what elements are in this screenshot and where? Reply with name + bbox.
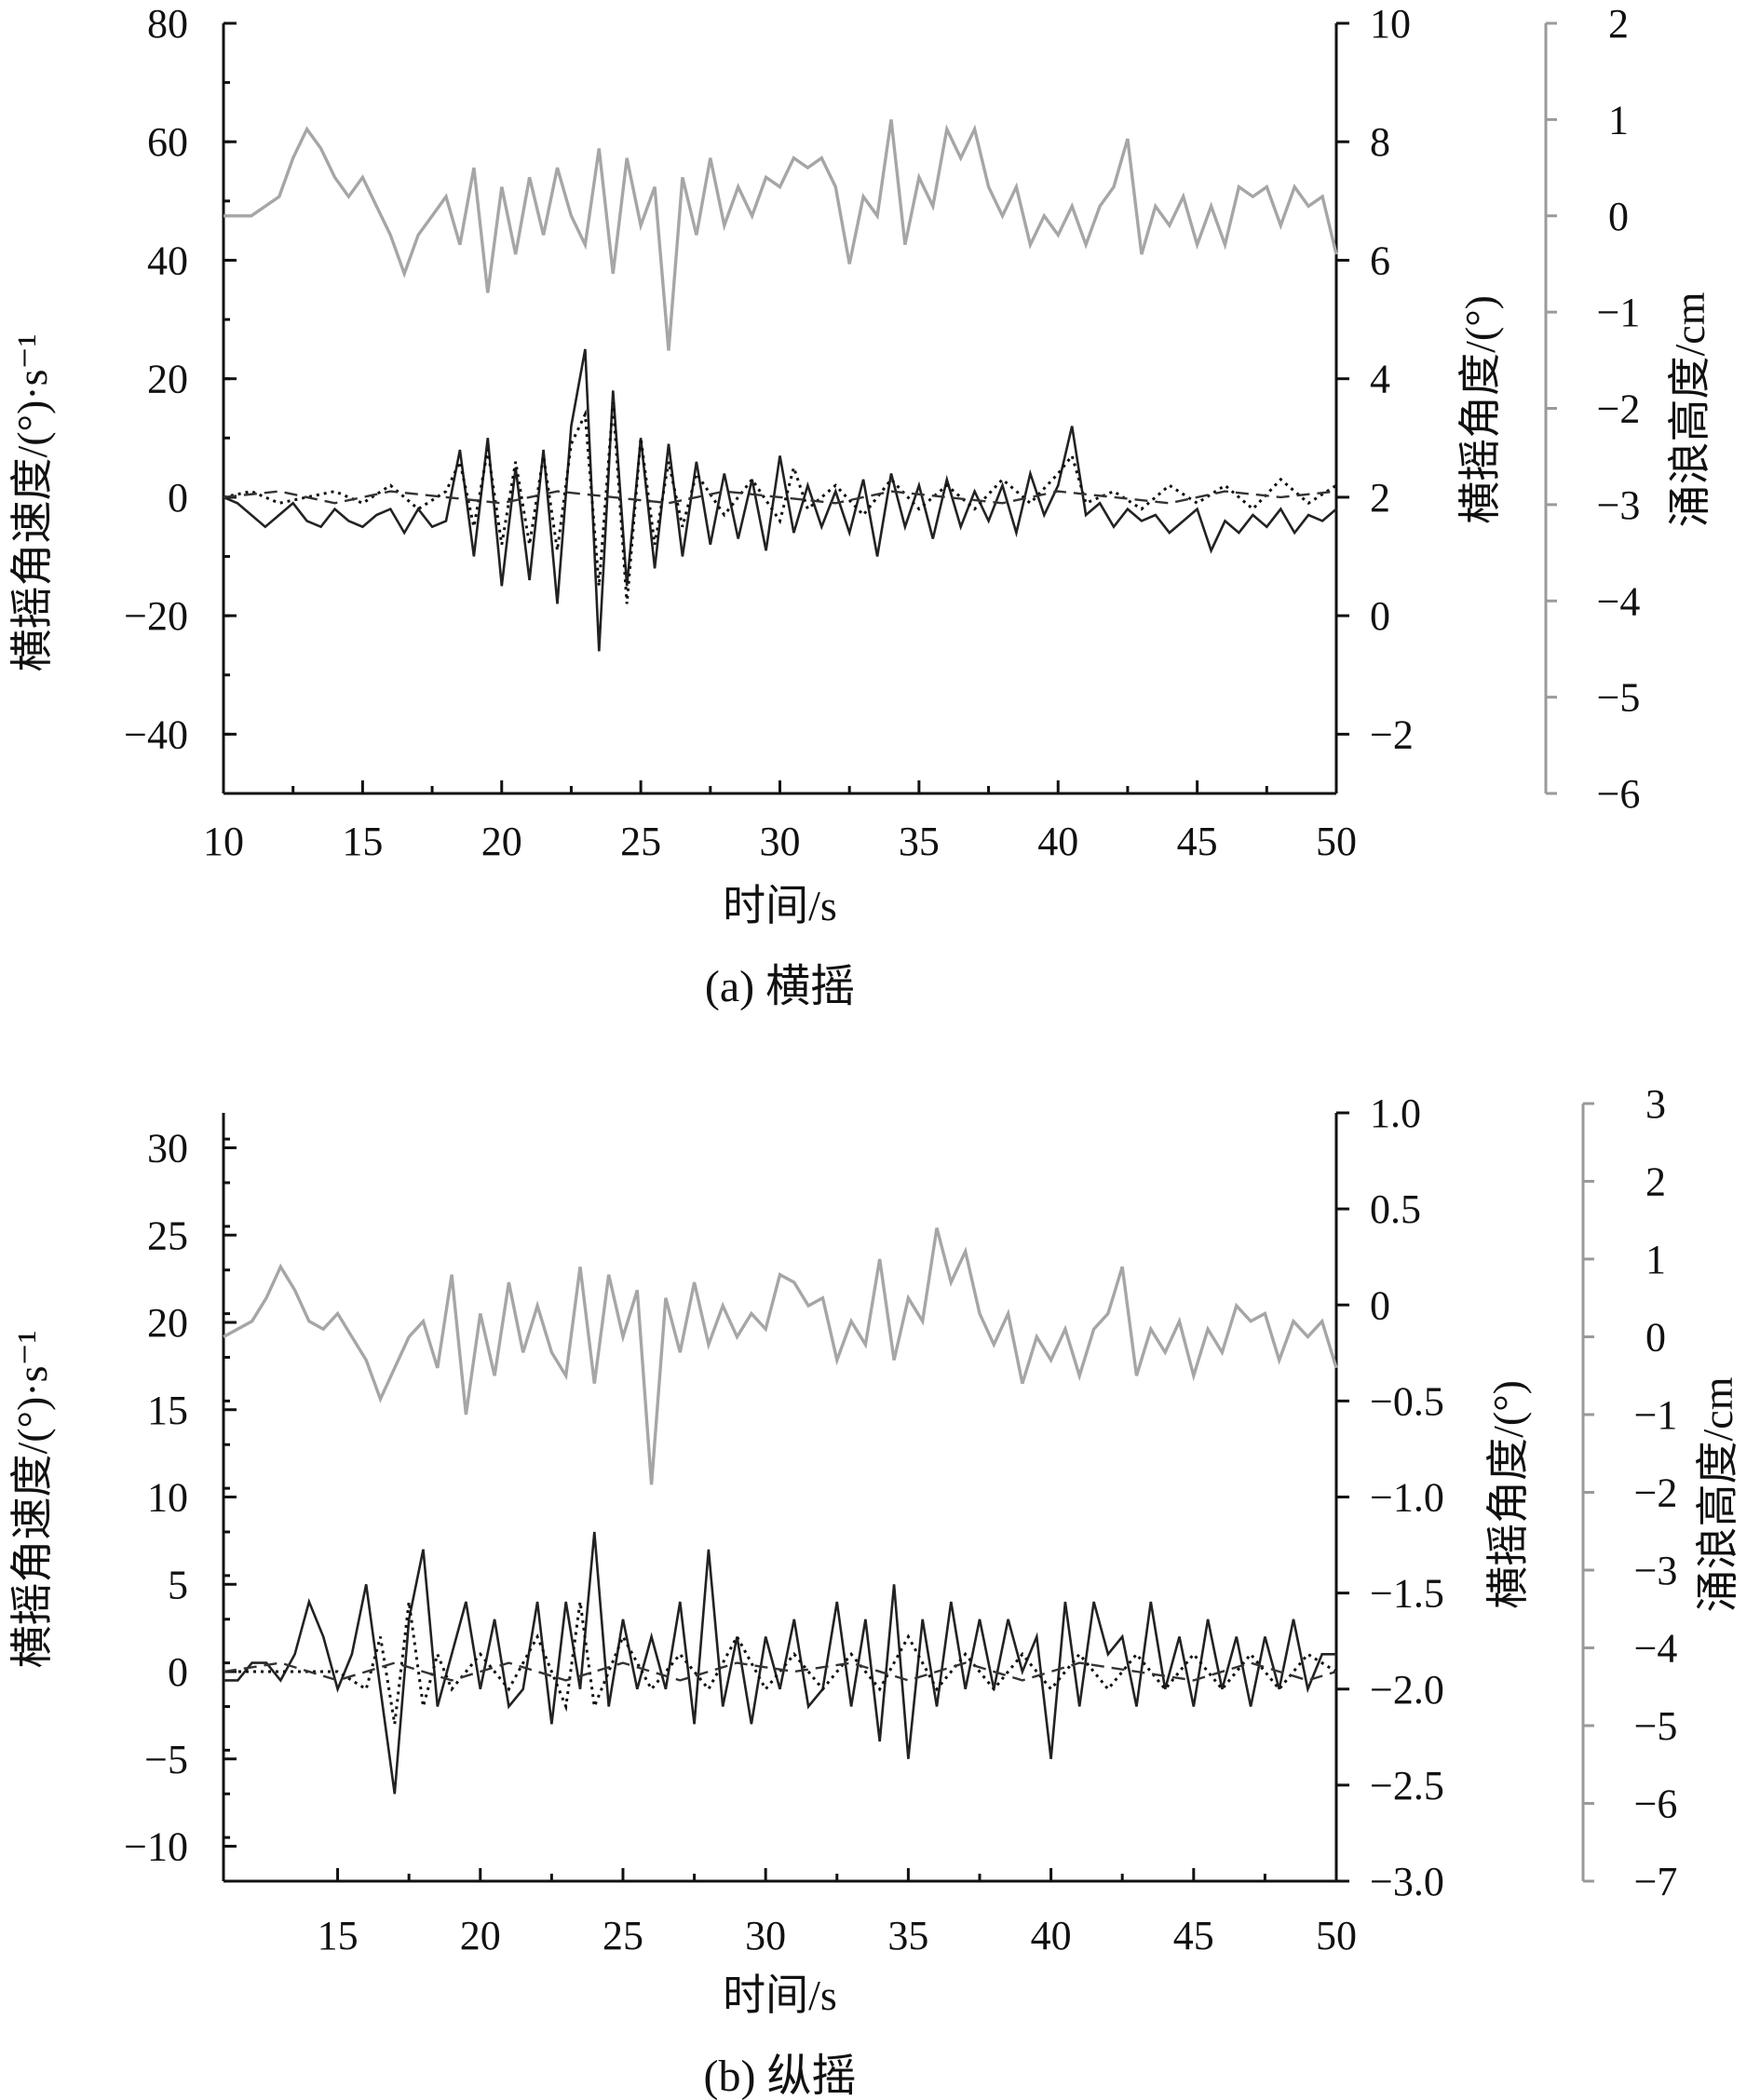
far-right-axis-label: 涌浪高度/cm: [1694, 1376, 1741, 1612]
series-line-dashed: [223, 1661, 1337, 1682]
chart-panel-a: 10 15 20 25 30 35 40 45 50806040200−20−401086420…: [8, 1, 1713, 1011]
x-tick-label: 20: [481, 819, 522, 864]
left-axis-label: 横摇角速度/(°)·s⁻¹: [8, 333, 56, 671]
panel-caption: (b) 纵摇: [704, 2052, 857, 2100]
x-tick-label: 50: [1316, 819, 1357, 864]
x-tick-label: 40: [1031, 1913, 1072, 1958]
x-tick-label: 30: [745, 1913, 786, 1958]
right-tick-label: 0: [1370, 593, 1390, 639]
left-tick-label: −20: [124, 593, 188, 639]
series-line-solid-grey: [223, 119, 1338, 351]
x-tick-label: 25: [602, 1913, 643, 1958]
left-tick-label: 20: [147, 357, 188, 402]
left-tick-label: 0: [168, 475, 188, 521]
left-tick-label: 40: [147, 237, 188, 283]
right-tick-label: −2.0: [1370, 1667, 1444, 1713]
far-right-tick-label: −3: [1634, 1548, 1678, 1593]
x-tick-label: 45: [1177, 819, 1218, 864]
x-tick-label: 15: [318, 1913, 359, 1958]
far-right-axis-label: 涌浪高度/cm: [1666, 291, 1713, 527]
far-right-tick-label: −2: [1597, 386, 1641, 432]
right-axis-label: 横摇角度/(°): [1484, 1380, 1532, 1609]
far-right-tick-label: −5: [1597, 675, 1641, 721]
left-tick-label: 5: [168, 1562, 188, 1607]
far-right-tick-label: −4: [1597, 578, 1641, 624]
far-right-tick-label: 0: [1645, 1315, 1666, 1361]
far-right-tick-label: 0: [1608, 194, 1629, 239]
right-tick-label: 1.0: [1370, 1091, 1421, 1136]
series-line-solid-black: [223, 1531, 1336, 1795]
far-right-tick-label: −6: [1634, 1782, 1678, 1827]
x-tick-label: 45: [1173, 1913, 1214, 1958]
left-tick-label: 80: [147, 1, 188, 47]
chart-panel-b: 15 20 25 30 35 40 45 50302520151050−5−101.00.50…: [8, 1081, 1741, 2100]
right-tick-label: −2.5: [1370, 1763, 1444, 1809]
left-tick-label: 15: [147, 1388, 188, 1433]
far-right-tick-label: −2: [1634, 1470, 1678, 1516]
x-axis-label: 时间/s: [723, 882, 837, 929]
far-right-tick-label: 1: [1645, 1237, 1666, 1282]
far-right-tick-label: −3: [1597, 482, 1641, 528]
right-tick-label: 0.5: [1370, 1186, 1421, 1232]
far-right-tick-label: 2: [1645, 1159, 1666, 1205]
panel-caption: (a) 横摇: [705, 962, 855, 1011]
left-tick-label: −5: [144, 1737, 188, 1782]
left-axis-label: 横摇角速度/(°)·s⁻¹: [8, 1330, 56, 1668]
series-line-solid-grey: [223, 1227, 1338, 1485]
far-right-tick-label: −6: [1597, 771, 1641, 817]
series-line-dotted: [223, 1601, 1337, 1725]
series-line-solid-black: [223, 348, 1337, 652]
right-tick-label: −0.5: [1370, 1378, 1444, 1424]
right-tick-label: 4: [1370, 357, 1390, 402]
x-tick-label: 25: [620, 819, 661, 864]
far-right-tick-label: 3: [1645, 1081, 1666, 1127]
far-right-tick-label: −4: [1634, 1626, 1678, 1672]
left-tick-label: 0: [168, 1649, 188, 1695]
left-tick-label: 30: [147, 1126, 188, 1172]
left-tick-label: 60: [147, 119, 188, 165]
far-right-tick-label: −5: [1634, 1703, 1678, 1749]
right-tick-label: −3.0: [1370, 1859, 1444, 1904]
right-tick-label: −1.5: [1370, 1571, 1444, 1617]
x-tick-label: 15: [342, 819, 383, 864]
far-right-tick-label: 1: [1608, 97, 1629, 142]
right-tick-label: −1.0: [1370, 1475, 1444, 1521]
x-tick-label: 40: [1037, 819, 1078, 864]
x-tick-label: 10: [203, 819, 244, 864]
left-tick-label: −40: [124, 711, 188, 757]
right-tick-label: 2: [1370, 475, 1390, 521]
x-axis-label: 时间/s: [723, 1971, 837, 2019]
x-tick-label: 35: [899, 819, 940, 864]
right-tick-label: 10: [1370, 1, 1411, 47]
x-tick-label: 50: [1316, 1913, 1357, 1958]
x-tick-label: 20: [460, 1913, 501, 1958]
x-tick-label: 30: [760, 819, 801, 864]
x-tick-label: 35: [887, 1913, 928, 1958]
right-tick-label: −2: [1370, 711, 1414, 757]
right-tick-label: 6: [1370, 237, 1390, 283]
series-line-dashed: [223, 490, 1337, 505]
far-right-tick-label: −1: [1597, 290, 1641, 335]
right-tick-label: 0: [1370, 1282, 1390, 1328]
left-tick-label: 10: [147, 1475, 188, 1521]
far-right-tick-label: −7: [1634, 1859, 1678, 1904]
far-right-tick-label: 2: [1608, 1, 1629, 47]
left-tick-label: 20: [147, 1300, 188, 1346]
right-tick-label: 8: [1370, 119, 1390, 165]
left-tick-label: 25: [147, 1213, 188, 1258]
far-right-tick-label: −1: [1634, 1392, 1678, 1438]
series-line-dotted: [223, 401, 1337, 604]
right-axis-label: 横摇角度/(°): [1456, 295, 1504, 524]
left-tick-label: −10: [124, 1824, 188, 1870]
